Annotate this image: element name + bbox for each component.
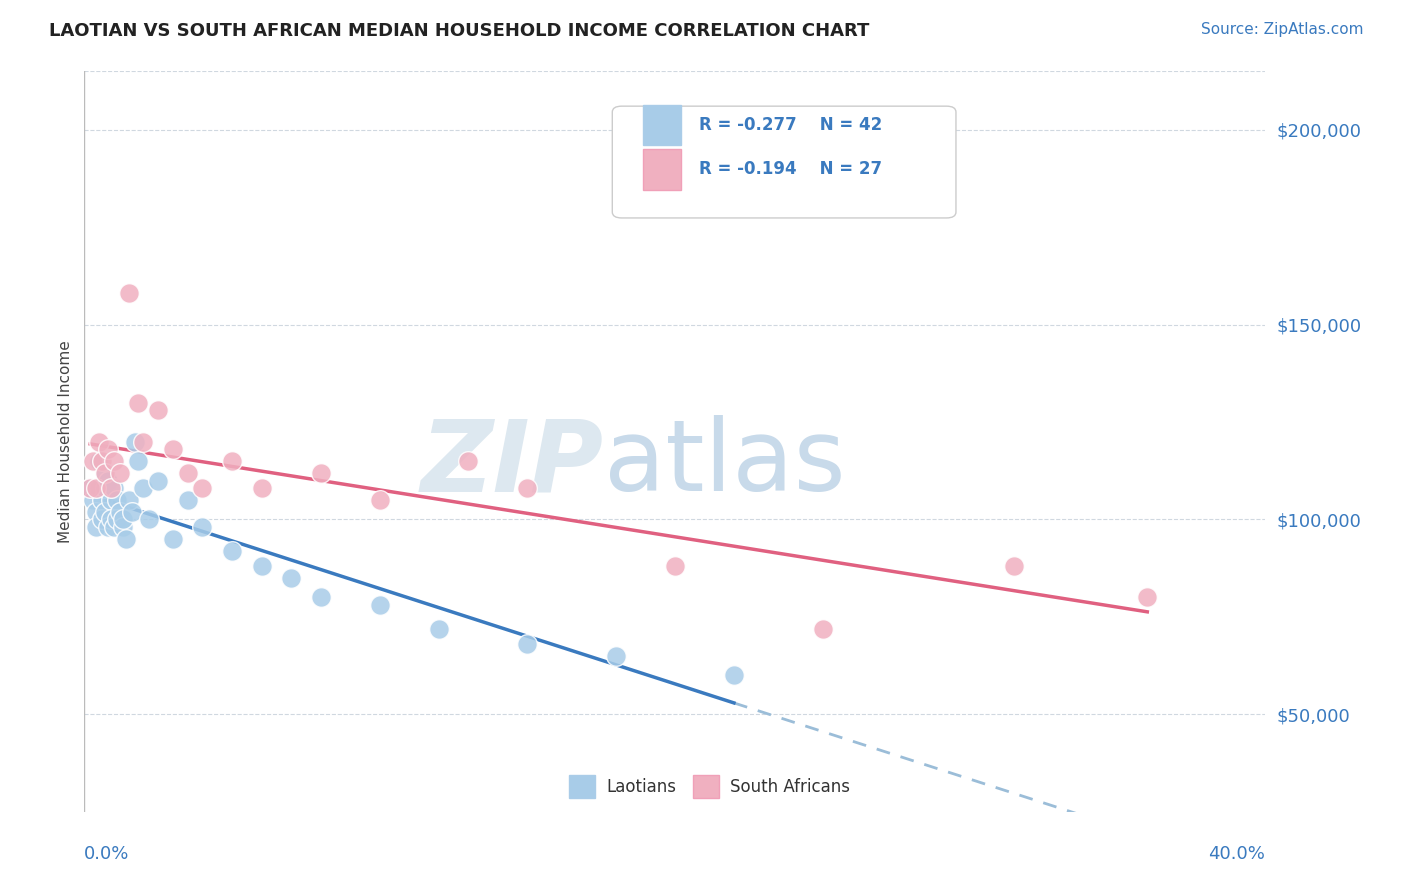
Point	[84, 520, 107, 534]
Point	[94, 466, 117, 480]
Point	[132, 434, 155, 449]
Point	[162, 442, 184, 457]
Point	[108, 466, 131, 480]
Point	[111, 520, 134, 534]
Point	[84, 505, 107, 519]
Point	[664, 559, 686, 574]
Text: 40.0%: 40.0%	[1209, 845, 1265, 863]
Point	[114, 532, 136, 546]
Point	[82, 454, 104, 468]
Text: South Africans: South Africans	[730, 778, 851, 796]
Point	[177, 466, 200, 480]
Point	[127, 454, 149, 468]
Text: ZIP: ZIP	[420, 416, 605, 512]
Point	[280, 571, 302, 585]
Point	[124, 434, 146, 449]
Point	[221, 454, 243, 468]
Text: atlas: atlas	[605, 416, 845, 512]
Bar	[568, 774, 595, 798]
Text: LAOTIAN VS SOUTH AFRICAN MEDIAN HOUSEHOLD INCOME CORRELATION CHART: LAOTIAN VS SOUTH AFRICAN MEDIAN HOUSEHOL…	[49, 22, 869, 40]
Point	[723, 668, 745, 682]
Text: 0.0%: 0.0%	[84, 845, 129, 863]
Point	[138, 512, 160, 526]
Point	[148, 403, 170, 417]
Point	[94, 481, 117, 495]
Point	[516, 481, 538, 495]
Point	[127, 395, 149, 409]
Point	[309, 466, 332, 480]
Point	[811, 622, 834, 636]
Point	[132, 481, 155, 495]
Point	[100, 493, 122, 508]
Point	[368, 493, 391, 508]
Point	[100, 512, 122, 526]
Point	[97, 474, 120, 488]
Point	[103, 481, 125, 495]
Point	[1004, 559, 1026, 574]
Point	[118, 286, 141, 301]
Point	[97, 520, 120, 534]
Text: Source: ZipAtlas.com: Source: ZipAtlas.com	[1201, 22, 1364, 37]
Point	[309, 591, 332, 605]
Bar	[693, 774, 718, 798]
Point	[250, 481, 273, 495]
Point	[94, 466, 117, 480]
Y-axis label: Median Household Income: Median Household Income	[58, 340, 73, 543]
Point	[177, 493, 200, 508]
Point	[427, 622, 450, 636]
Point	[516, 637, 538, 651]
Text: R = -0.277    N = 42: R = -0.277 N = 42	[699, 116, 882, 134]
Point	[97, 442, 120, 457]
Point	[105, 493, 128, 508]
Point	[457, 454, 479, 468]
FancyBboxPatch shape	[612, 106, 956, 218]
Point	[105, 512, 128, 526]
Point	[121, 505, 143, 519]
Point	[605, 648, 627, 663]
Point	[91, 512, 114, 526]
Text: Laotians: Laotians	[606, 778, 676, 796]
Point	[148, 474, 170, 488]
Point	[250, 559, 273, 574]
Point	[82, 493, 104, 508]
Point	[94, 505, 117, 519]
Point	[191, 520, 214, 534]
Point	[91, 493, 114, 508]
Point	[1136, 591, 1159, 605]
Point	[87, 434, 111, 449]
Point	[84, 481, 107, 495]
Point	[111, 512, 134, 526]
Point	[108, 505, 131, 519]
Point	[162, 532, 184, 546]
Point	[87, 454, 111, 468]
Bar	[643, 104, 681, 145]
Point	[103, 520, 125, 534]
Point	[103, 454, 125, 468]
Point	[79, 481, 101, 495]
Point	[368, 598, 391, 612]
Point	[118, 493, 141, 508]
Point	[100, 481, 122, 495]
Text: R = -0.194    N = 27: R = -0.194 N = 27	[699, 161, 882, 178]
Point	[221, 543, 243, 558]
Bar	[643, 149, 681, 190]
Point	[191, 481, 214, 495]
Point	[87, 481, 111, 495]
Point	[91, 454, 114, 468]
Point	[79, 481, 101, 495]
